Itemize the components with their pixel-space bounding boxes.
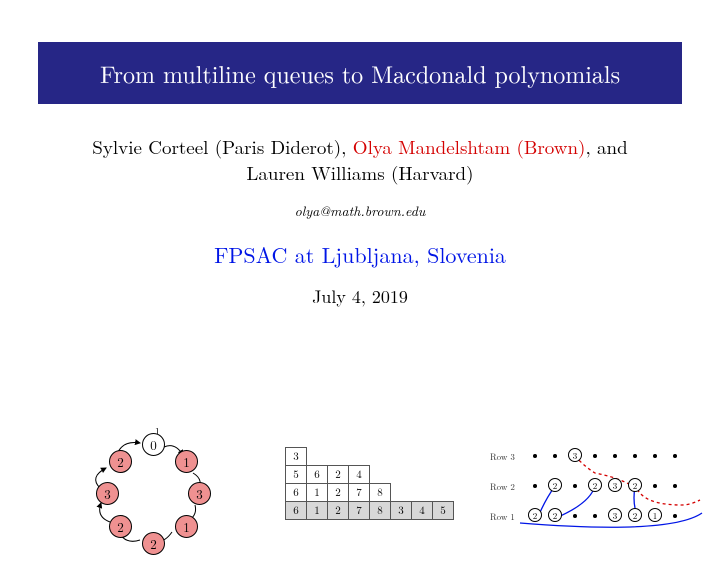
row-dot <box>573 514 577 518</box>
email-text: olya@math.brown.edu <box>0 201 720 221</box>
row-dot <box>593 454 597 458</box>
row-circled-node: 3 <box>608 478 622 492</box>
row-dot <box>593 514 597 518</box>
row-dot-diagram: Row 33Row 22232Row 122321 <box>490 445 700 545</box>
graph-node: 1 <box>175 450 198 473</box>
row-dot <box>573 484 577 488</box>
slide-title: From multiline queues to Macdonald polyn… <box>38 42 682 104</box>
row-dot <box>553 454 557 458</box>
author-highlight: Olya Mandelshtam (Brown) <box>353 133 586 160</box>
row-circled-node: 3 <box>608 508 622 522</box>
row-dot <box>653 484 657 488</box>
table-cell: 1 <box>307 502 328 520</box>
row-circled-node: 1 <box>648 508 662 522</box>
row-circled-node: 2 <box>548 478 562 492</box>
row-label: Row 3 <box>490 450 515 463</box>
venue-text: FPSAC at Ljubljana, Slovenia <box>0 239 720 270</box>
graph-node: 2 <box>109 515 132 538</box>
graph-node: 3 <box>96 482 119 505</box>
graph-node: 0 <box>142 433 165 456</box>
graph-node: 2 <box>109 450 132 473</box>
row-dot <box>673 484 677 488</box>
table-cell: 8 <box>370 484 391 502</box>
staircase-table: 356246127861278345 <box>285 447 454 520</box>
row-dot <box>653 454 657 458</box>
staircase-body: 356246127861278345 <box>285 447 454 520</box>
table-cell: 6 <box>286 484 307 502</box>
row-label: Row 1 <box>490 510 515 523</box>
table-cell: 4 <box>349 466 370 484</box>
table-cell: 2 <box>328 466 349 484</box>
graph-node: 2 <box>142 532 165 555</box>
figures-row: 1 01312232 356246127861278345 Row 33Row … <box>0 425 720 565</box>
table-cell: 4 <box>412 502 433 520</box>
row-label: Row 2 <box>490 480 515 493</box>
row-circled-node: 3 <box>568 448 582 462</box>
table-cell: 5 <box>286 466 307 484</box>
table-cell: 6 <box>307 466 328 484</box>
row-dot <box>633 454 637 458</box>
row-circled-node: 2 <box>588 478 602 492</box>
table-cell: 3 <box>391 502 412 520</box>
row-circled-node: 2 <box>548 508 562 522</box>
table-cell: 7 <box>349 484 370 502</box>
table-cell: 7 <box>349 502 370 520</box>
authors-block: Sylvie Corteel (Paris Diderot), Olya Man… <box>40 134 680 185</box>
graph-node: 3 <box>188 482 211 505</box>
table-cell: 6 <box>286 502 307 520</box>
row-dot <box>673 514 677 518</box>
row-dot <box>613 454 617 458</box>
table-cell: 1 <box>307 484 328 502</box>
row-circled-node: 2 <box>628 508 642 522</box>
table-cell: 2 <box>328 502 349 520</box>
authors-text-1: Sylvie Corteel (Paris Diderot), <box>92 133 352 160</box>
circular-graph: 1 01312232 <box>60 425 230 565</box>
table-cell: 3 <box>286 448 307 466</box>
row-circled-node: 2 <box>528 508 542 522</box>
table-cell: 2 <box>328 484 349 502</box>
row-dot <box>673 454 677 458</box>
table-cell: 5 <box>433 502 454 520</box>
graph-node: 1 <box>175 515 198 538</box>
authors-text-2: , and <box>585 133 627 160</box>
date-text: July 4, 2019 <box>0 284 720 309</box>
table-cell: 8 <box>370 502 391 520</box>
authors-text-3: Lauren Williams (Harvard) <box>247 159 474 186</box>
row-circled-node: 2 <box>628 478 642 492</box>
row-dot <box>533 484 537 488</box>
row-dot <box>533 454 537 458</box>
